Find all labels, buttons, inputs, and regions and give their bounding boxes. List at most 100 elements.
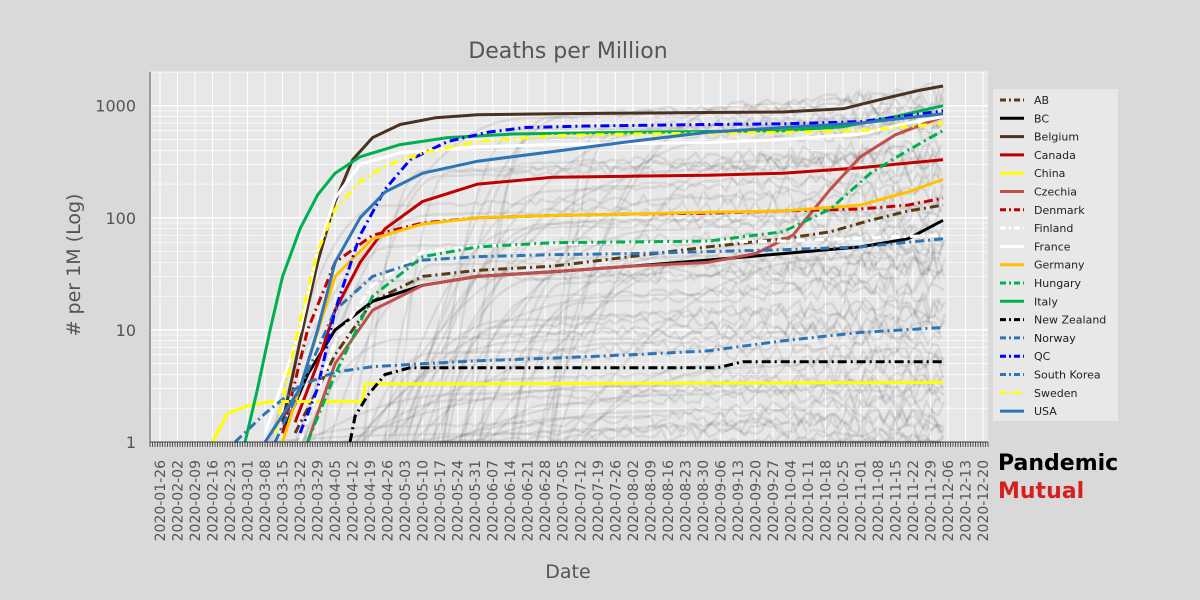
x-tick-label: 2020-05-10 <box>416 460 432 541</box>
legend-label: Canada <box>1034 149 1076 162</box>
x-axis-title: Date <box>545 561 590 583</box>
x-tick-label: 2020-11-29 <box>923 460 939 541</box>
background-series-line <box>360 369 945 443</box>
x-tick-label: 2020-02-09 <box>188 460 204 541</box>
background-series-line <box>266 407 945 444</box>
background-series-line <box>342 359 945 444</box>
x-tick-label: 2020-03-15 <box>276 460 292 541</box>
x-tick-label: 2020-02-02 <box>171 460 187 541</box>
series-line-hungary <box>306 129 944 443</box>
background-series-line <box>362 327 941 443</box>
x-tick-label: 2020-08-23 <box>678 460 694 541</box>
legend-label: New Zealand <box>1034 314 1106 327</box>
x-tick-label: 2020-11-22 <box>906 460 922 541</box>
x-tick-label: 2020-10-18 <box>818 460 834 541</box>
x-tick-label: 2020-04-12 <box>346 460 362 541</box>
x-tick-label: 2020-02-23 <box>223 460 239 541</box>
x-tick-label: 2020-03-01 <box>241 460 257 541</box>
series-lines <box>211 84 944 444</box>
y-tick-label: 1000 <box>95 97 136 116</box>
legend-label: Germany <box>1034 259 1085 272</box>
legend-label: Italy <box>1034 295 1058 308</box>
series-line-norway <box>273 237 944 443</box>
background-series-line <box>380 290 942 443</box>
series-line-qc <box>298 109 944 434</box>
background-series-line <box>405 90 942 443</box>
legend: AB BC Belgium Canada China Czechia Denmark Finl… <box>993 89 1118 421</box>
background-series-line <box>480 220 946 443</box>
y-tick-label: 100 <box>105 209 136 228</box>
x-tick-label: 2020-05-24 <box>451 460 467 541</box>
series-line-germany <box>281 177 944 443</box>
x-tick-label: 2020-09-06 <box>713 460 729 541</box>
background-series-line <box>471 388 942 444</box>
background-series-line <box>413 407 943 444</box>
legend-label: AB <box>1034 94 1049 107</box>
background-series-line <box>571 342 946 443</box>
x-tick-label: 2020-06-21 <box>521 460 537 541</box>
x-tick-label: 2020-04-26 <box>381 460 397 541</box>
background-series-line <box>362 144 941 443</box>
background-series-line <box>516 277 945 443</box>
legend-label: BC <box>1034 112 1049 125</box>
series-line-finland <box>298 233 944 443</box>
x-tick-label: 2020-04-19 <box>363 460 379 541</box>
background-series-line <box>458 267 942 443</box>
background-series-line <box>348 149 944 443</box>
x-tick-label: 2020-03-29 <box>311 460 327 541</box>
background-series-line <box>445 297 947 443</box>
x-tick-label: 2020-09-13 <box>731 460 747 541</box>
legend-label: South Korea <box>1034 369 1101 382</box>
background-series-line <box>379 418 945 444</box>
y-axis: 1 10 100 1000 <box>95 72 151 452</box>
legend-label: Czechia <box>1034 186 1077 199</box>
series-line-belgium <box>281 84 944 423</box>
x-tick-label: 2020-07-19 <box>591 460 607 541</box>
x-tick-label: 2020-07-26 <box>608 460 624 541</box>
series-line-usa <box>263 112 944 443</box>
background-series-line <box>511 256 946 443</box>
x-tick-label: 2020-11-15 <box>888 460 904 541</box>
background-series-line <box>442 392 942 444</box>
x-tick-label: 2020-10-04 <box>783 460 799 541</box>
background-series-line <box>555 133 942 443</box>
legend-label: France <box>1034 240 1071 253</box>
x-tick-label: 2020-02-16 <box>206 460 222 541</box>
x-tick-label: 2020-06-07 <box>486 460 502 541</box>
brand-pandemic: Pandemic <box>998 451 1118 476</box>
background-series-line <box>432 103 945 443</box>
background-series-line <box>400 163 944 443</box>
background-series-line <box>421 247 946 443</box>
background-series-line <box>549 102 942 443</box>
background-series-line <box>563 242 943 443</box>
x-tick-label: 2020-09-27 <box>766 460 782 541</box>
x-tick-label: 2020-11-08 <box>871 460 887 541</box>
background-series-line <box>396 100 945 443</box>
x-tick-label: 2020-01-26 <box>153 460 169 541</box>
x-tick-label: 2020-12-13 <box>958 460 974 541</box>
chart-title: Deaths per Million <box>468 39 667 64</box>
background-series-line <box>270 176 945 443</box>
legend-label: USA <box>1034 405 1057 418</box>
series-line-italy <box>243 104 944 443</box>
background-series-line <box>354 268 944 443</box>
background-series-line <box>355 317 946 443</box>
legend-label: Belgium <box>1034 131 1079 144</box>
x-tick-label: 2020-05-03 <box>398 460 414 541</box>
x-tick-label: 2020-06-28 <box>538 460 554 541</box>
background-series-line <box>365 220 944 443</box>
x-tick-label: 2020-11-01 <box>853 460 869 541</box>
background-series-line <box>412 320 943 443</box>
background-series-line <box>469 235 945 443</box>
x-tick-label: 2020-04-05 <box>328 460 344 541</box>
legend-label: Hungary <box>1034 277 1081 290</box>
background-series-line <box>535 239 947 443</box>
legend-label: Denmark <box>1034 204 1085 217</box>
y-axis-title: # per 1M (Log) <box>63 194 85 337</box>
legend-label: QC <box>1034 350 1051 363</box>
background-series-line <box>320 255 941 443</box>
x-tick-label: 2020-09-20 <box>748 460 764 541</box>
legend-label: Finland <box>1034 222 1073 235</box>
background-series-line <box>509 290 944 443</box>
